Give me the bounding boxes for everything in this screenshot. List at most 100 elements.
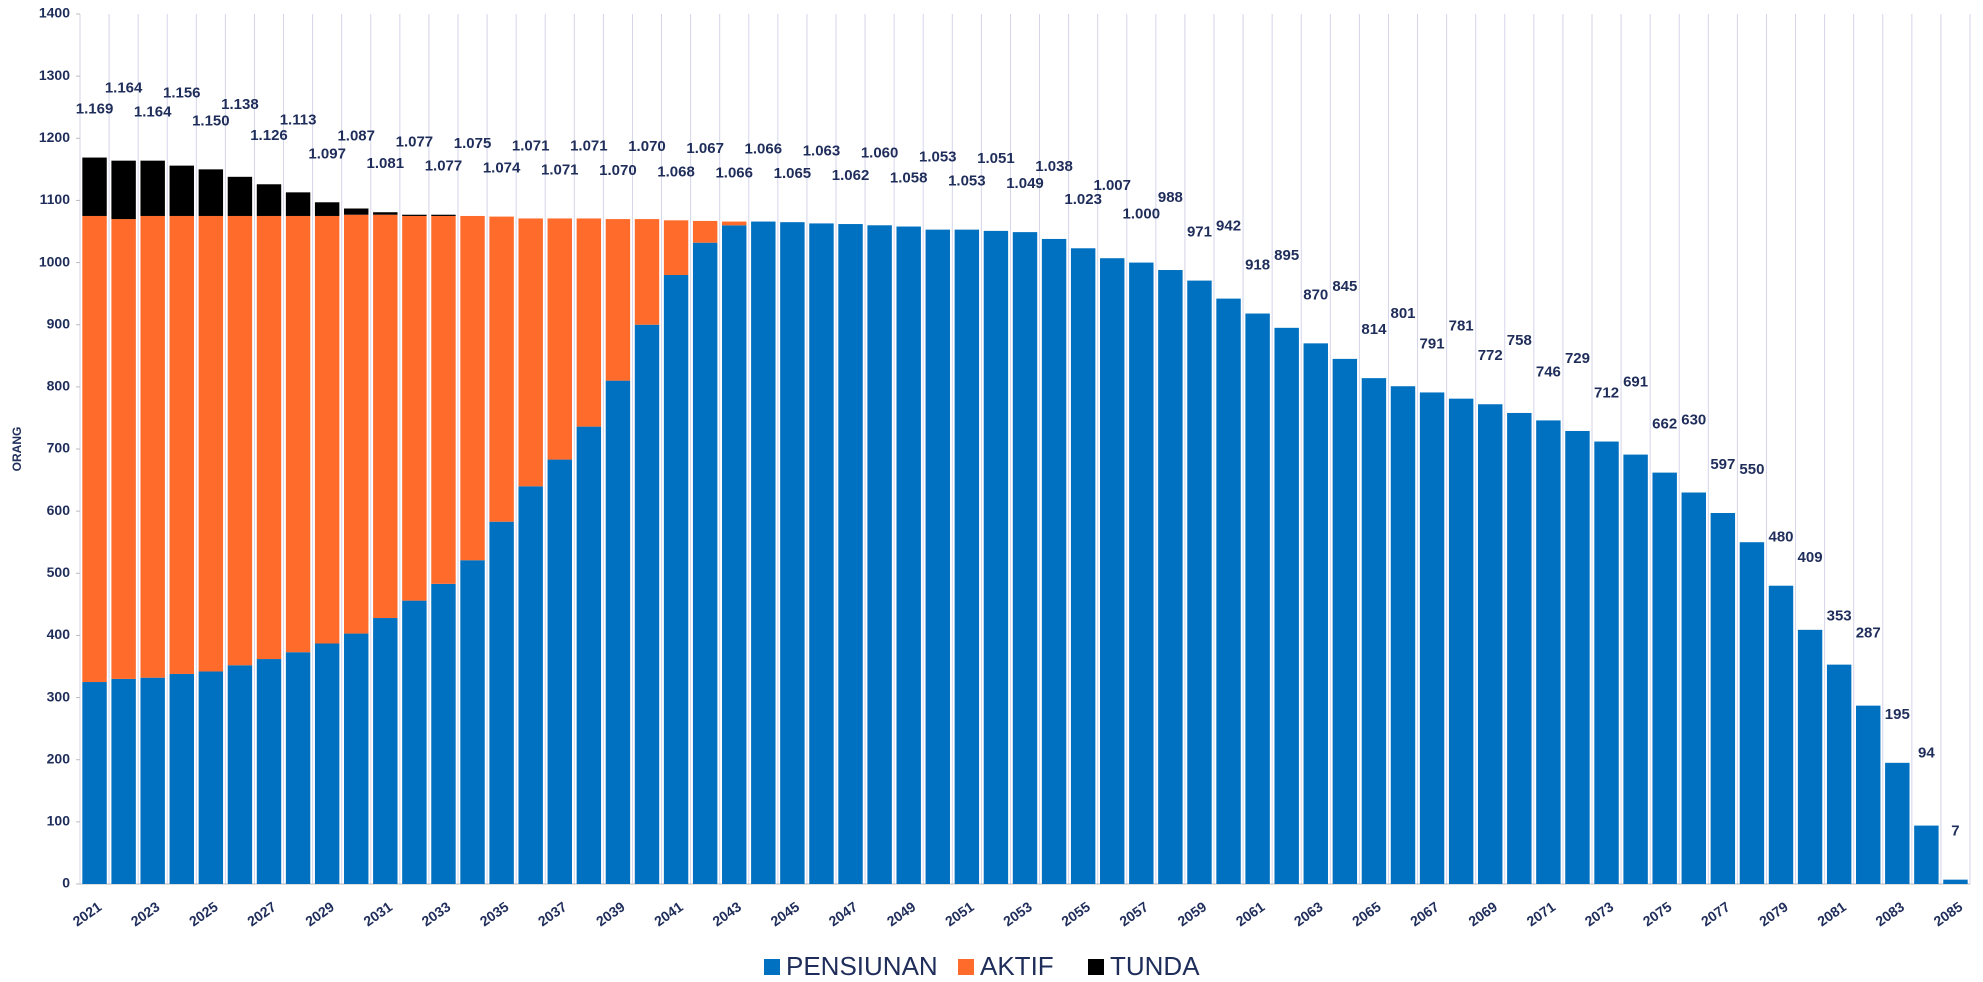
- bar-segment: [1856, 705, 1881, 884]
- x-tick-label: 2041: [651, 898, 686, 929]
- x-tick-label: 2065: [1349, 898, 1384, 929]
- bar-segment: [1681, 492, 1706, 884]
- bar-segment: [780, 222, 805, 884]
- y-tick-label: 600: [47, 502, 71, 518]
- bar-segment: [285, 215, 311, 653]
- total-label: 1.000: [1123, 206, 1161, 223]
- total-label: 1.070: [599, 162, 637, 179]
- bar-segment: [489, 216, 514, 522]
- bar-segment: [1536, 420, 1561, 884]
- bar-segment: [344, 208, 369, 215]
- bar-segment: [838, 224, 863, 885]
- y-tick-label: 500: [47, 564, 71, 580]
- total-label: 1.065: [774, 165, 812, 182]
- total-label: 895: [1274, 247, 1299, 264]
- x-tick-label: 2023: [128, 898, 163, 929]
- x-tick-label: 2057: [1116, 898, 1151, 929]
- total-label: 942: [1216, 218, 1241, 235]
- bar-segment: [227, 665, 253, 884]
- bar-segment: [518, 486, 543, 884]
- bar-segment: [140, 215, 165, 678]
- total-label: 814: [1361, 321, 1387, 338]
- x-tick-label: 2059: [1175, 898, 1210, 929]
- bar-segment: [1274, 327, 1299, 885]
- bar-segment: [82, 682, 107, 884]
- bar-segment: [663, 275, 689, 884]
- bar-segment: [82, 157, 107, 216]
- bar-segment: [314, 202, 340, 216]
- total-label: 7: [1951, 823, 1959, 840]
- x-tick-label: 2033: [419, 898, 454, 929]
- bar-segment: [1187, 280, 1212, 884]
- x-tick-label: 2079: [1756, 898, 1791, 929]
- total-label: 1.087: [337, 127, 375, 144]
- bar-segment: [111, 678, 136, 884]
- total-label: 1.071: [512, 137, 550, 154]
- bar-segment: [431, 215, 456, 584]
- bar-segment: [1885, 762, 1910, 884]
- y-tick-label: 100: [47, 813, 71, 829]
- bar-segment: [198, 169, 224, 216]
- y-tick-label: 400: [47, 626, 71, 642]
- total-label: 1.150: [192, 112, 230, 129]
- bar-segment: [1361, 378, 1387, 884]
- total-label: 691: [1623, 374, 1648, 391]
- total-label: 94: [1918, 745, 1935, 762]
- bar-segment: [256, 659, 282, 884]
- x-tick-label: 2055: [1058, 898, 1093, 929]
- total-label: 791: [1420, 335, 1445, 352]
- legend-swatch: [1088, 959, 1104, 975]
- total-label: 1.070: [628, 138, 666, 155]
- total-label: 597: [1710, 456, 1735, 473]
- bar-segment: [1245, 313, 1270, 884]
- x-tick-label: 2043: [709, 898, 744, 929]
- total-label: 1.075: [454, 135, 492, 152]
- bar-segment: [256, 184, 282, 216]
- bar-segment: [256, 215, 282, 660]
- total-label: 662: [1652, 416, 1677, 433]
- x-tick-label: 2069: [1465, 898, 1500, 929]
- x-tick-label: 2067: [1407, 898, 1442, 929]
- x-tick-label: 2027: [244, 898, 279, 929]
- bar-segment: [576, 426, 602, 884]
- bar-segment: [954, 229, 980, 884]
- bar-segment: [460, 215, 485, 561]
- bar-segment: [111, 160, 136, 220]
- total-label: 630: [1681, 411, 1706, 428]
- x-tick-label: 2047: [826, 898, 861, 929]
- total-label: 1.053: [948, 173, 986, 190]
- bar-segment: [663, 220, 689, 275]
- x-tick-label: 2049: [884, 898, 919, 929]
- bar-segment: [314, 215, 340, 644]
- total-label: 1.007: [1093, 177, 1131, 194]
- bar-segment: [547, 218, 572, 460]
- total-label: 971: [1187, 224, 1212, 241]
- total-label: 409: [1798, 549, 1823, 566]
- x-tick-label: 2039: [593, 898, 628, 929]
- total-label: 729: [1565, 350, 1590, 367]
- x-tick-label: 2021: [70, 898, 105, 929]
- bar-segment: [1594, 441, 1619, 884]
- y-axis-label: ORANG: [10, 427, 24, 472]
- total-label: 195: [1885, 706, 1910, 723]
- bar-segment: [198, 215, 224, 672]
- bar-segment: [605, 219, 631, 381]
- bar-segment: [169, 165, 194, 216]
- y-tick-label: 1100: [40, 191, 71, 207]
- bar-segment: [373, 212, 398, 215]
- y-tick-label: 700: [47, 440, 71, 456]
- total-label: 1.060: [861, 144, 899, 161]
- bar-segment: [518, 218, 543, 487]
- bar-segment: [634, 324, 660, 884]
- x-tick-label: 2051: [942, 898, 977, 929]
- bar-segment: [751, 221, 776, 885]
- bar-segment: [344, 214, 369, 634]
- bar-segment: [692, 242, 718, 884]
- bar-segment: [140, 677, 165, 884]
- bar-segment: [1797, 629, 1823, 884]
- bar-segment: [722, 225, 747, 885]
- bar-segment: [1390, 386, 1416, 884]
- bar-segment: [1565, 430, 1590, 884]
- bar-segment: [867, 225, 892, 885]
